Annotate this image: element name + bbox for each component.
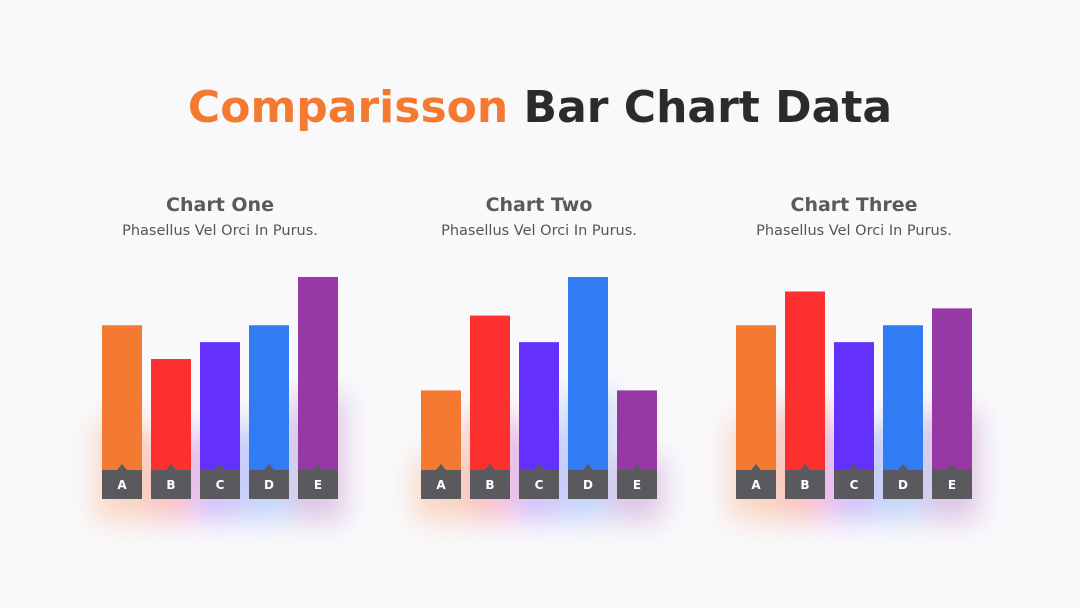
category-pointer [898,464,908,470]
category-label: B [485,478,494,492]
chart-two-panel: A B C D E Chart Two Phasellus Vel Orci In Pu… [389,190,689,550]
category-label: E [633,478,641,492]
bar-chart: A B C D E [415,277,663,520]
category-pointer [534,464,544,470]
category-label-box [102,470,142,499]
bar-chart: A B C D E [730,291,978,520]
category-label-box [421,470,461,499]
category-pointer [313,464,323,470]
slide-title-rest: Bar Chart Data [523,82,893,133]
category-pointer [166,464,176,470]
category-label-box [470,470,510,499]
category-label: B [166,478,175,492]
category-label: C [216,478,225,492]
category-pointer [800,464,810,470]
bar-e [932,308,972,470]
category-pointer [117,464,127,470]
chart-subtitle: Phasellus Vel Orci In Purus. [122,223,318,239]
category-label: E [948,478,956,492]
category-label: A [117,478,127,492]
category-pointer [215,464,225,470]
bar-a [102,325,142,470]
category-label-box [617,470,657,499]
chart-title: Chart Three [790,194,918,216]
bar-c [519,342,559,470]
bar-c [834,342,874,470]
bar-c [200,342,240,470]
category-label-box [151,470,191,499]
bar-d [568,277,608,470]
category-label-box [932,470,972,499]
category-pointer [485,464,495,470]
slide-title-accent: Comparisson [187,82,509,133]
category-label-box [249,470,289,499]
bar-b [785,291,825,470]
category-label: A [436,478,446,492]
chart-subtitle: Phasellus Vel Orci In Purus. [756,223,952,239]
category-pointer [751,464,761,470]
bar-a [736,325,776,470]
category-label-box [568,470,608,499]
bar-a [421,390,461,470]
category-label-box [200,470,240,499]
category-pointer [264,464,274,470]
category-pointer [632,464,642,470]
slide-title: Comparisson Bar Chart Data [0,80,1080,136]
category-label: D [264,478,274,492]
bar-chart: A B C D E [96,277,344,520]
category-pointer [436,464,446,470]
chart-subtitle: Phasellus Vel Orci In Purus. [441,223,637,239]
category-label-box [298,470,338,499]
category-pointer [583,464,593,470]
category-label-box [519,470,559,499]
category-pointer [849,464,859,470]
chart-one-panel: A B C D E Chart One Phasellus Vel Orci In Pu… [70,190,370,550]
category-label: A [751,478,761,492]
chart-title: Chart One [166,194,274,216]
category-label: C [850,478,859,492]
bar-d [249,325,289,470]
category-label-box [736,470,776,499]
bar-b [151,359,191,470]
chart-three-panel: A B C D E Chart Three Phasellus Vel Orci In … [704,190,1004,550]
bar-e [617,390,657,470]
category-pointer [947,464,957,470]
category-label: C [535,478,544,492]
category-label: D [898,478,908,492]
category-label-box [883,470,923,499]
bar-b [470,315,510,470]
bar-d [883,325,923,470]
bar-e [298,277,338,470]
category-label: D [583,478,593,492]
category-label-box [834,470,874,499]
category-label-box [785,470,825,499]
category-label: B [800,478,809,492]
category-label: E [314,478,322,492]
chart-title: Chart Two [485,194,593,216]
